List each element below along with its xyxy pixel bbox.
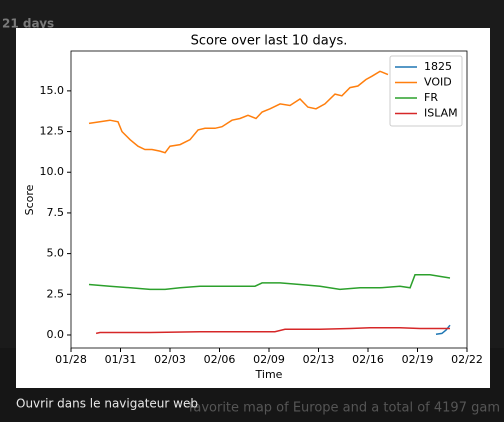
x-tick-label: 02/16 (352, 353, 384, 366)
series-line (88, 70, 389, 154)
x-tick-label: 02/06 (204, 353, 236, 366)
x-tick-label: 02/03 (154, 353, 186, 366)
series-line (95, 326, 450, 335)
plot-frame (70, 50, 468, 349)
y-tick-label: 5.0 (47, 247, 65, 260)
x-tick-label: 02/22 (451, 353, 483, 366)
x-tick-label: 01/31 (105, 353, 137, 366)
series-line (88, 274, 451, 291)
y-tick-label: 15.0 (40, 84, 65, 97)
x-tick-label: 02/09 (253, 353, 285, 366)
legend-box (389, 55, 463, 127)
x-tick-label: 01/28 (55, 353, 87, 366)
caption-text: favorite map of Europe and a total of 41… (189, 401, 500, 416)
y-tick-label: 0.0 (47, 328, 65, 341)
legend-label: VOID (424, 76, 452, 89)
y-tick-label: 2.5 (47, 287, 65, 300)
y-tick-label: 10.0 (40, 165, 65, 178)
legend-label: FR (424, 91, 438, 104)
y-tick-label: 12.5 (40, 125, 65, 138)
legend-label: ISLAM (424, 107, 458, 120)
x-axis-label: Time (255, 368, 283, 381)
series-line (435, 324, 451, 335)
x-tick-label: 02/13 (303, 353, 335, 366)
legend-label: 1825 (424, 60, 452, 73)
open-link[interactable]: Ouvrir dans le navigateur web (16, 397, 198, 411)
y-axis-label: Score (23, 184, 36, 215)
y-tick-label: 7.5 (47, 206, 65, 219)
chart-title: Score over last 10 days. (191, 34, 348, 49)
x-tick-label: 02/19 (402, 353, 434, 366)
header-text: 21 days (2, 17, 54, 31)
